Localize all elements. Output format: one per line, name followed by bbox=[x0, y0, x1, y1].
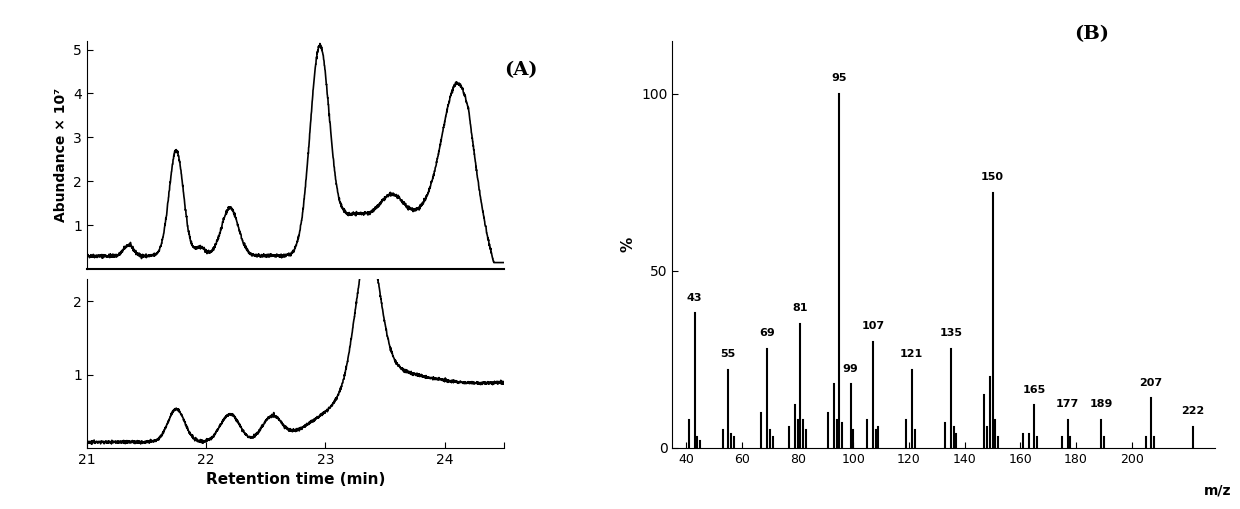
Text: (A): (A) bbox=[503, 61, 538, 79]
Text: 189: 189 bbox=[1090, 399, 1112, 409]
Text: 107: 107 bbox=[862, 321, 884, 331]
Text: 207: 207 bbox=[1140, 378, 1163, 388]
Text: 165: 165 bbox=[1023, 385, 1045, 395]
Text: 150: 150 bbox=[981, 173, 1004, 182]
Y-axis label: Abundance × 10⁷: Abundance × 10⁷ bbox=[53, 88, 67, 222]
Text: 55: 55 bbox=[720, 349, 735, 359]
Text: 95: 95 bbox=[832, 73, 847, 83]
Text: 177: 177 bbox=[1056, 399, 1079, 409]
Text: 43: 43 bbox=[687, 293, 702, 303]
Text: 121: 121 bbox=[900, 349, 924, 359]
X-axis label: Retention time (min): Retention time (min) bbox=[206, 472, 386, 487]
Text: 222: 222 bbox=[1182, 406, 1204, 416]
Text: 81: 81 bbox=[792, 303, 808, 314]
Text: 69: 69 bbox=[759, 328, 775, 338]
Text: 135: 135 bbox=[939, 328, 962, 338]
Y-axis label: %: % bbox=[620, 237, 636, 252]
Text: (B): (B) bbox=[1074, 25, 1109, 43]
Text: m/z: m/z bbox=[1204, 484, 1231, 497]
Text: 99: 99 bbox=[843, 363, 858, 374]
